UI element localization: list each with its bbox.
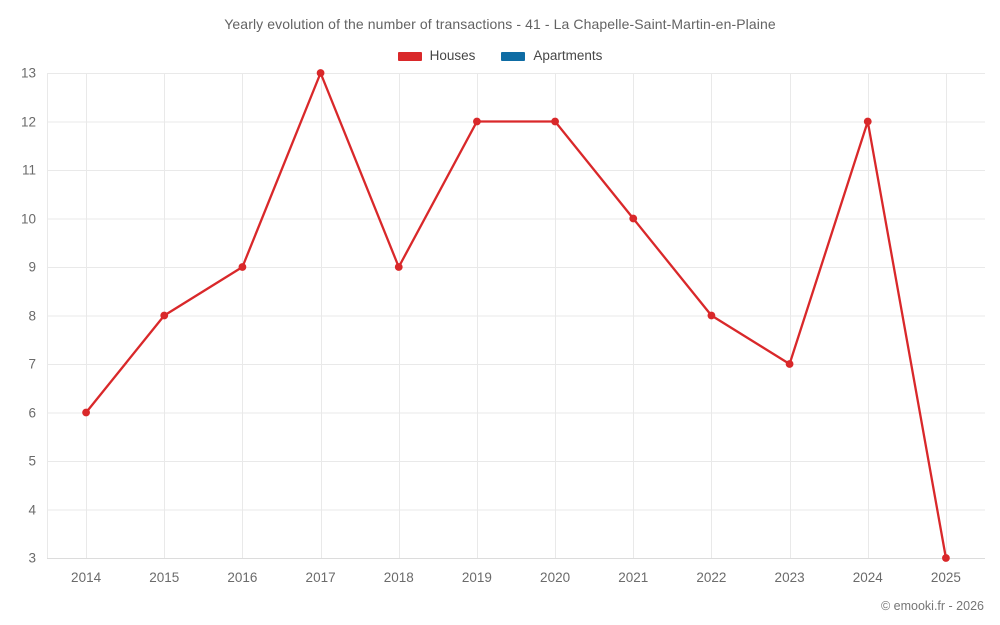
legend-item-apartments[interactable]: Apartments <box>501 49 602 63</box>
y-axis-tick-label: 11 <box>21 162 36 178</box>
x-axis-tick-label: 2025 <box>930 570 961 585</box>
chart-footer-credit: © emooki.fr - 2026 <box>880 599 984 613</box>
y-axis-tick-label: 10 <box>20 211 36 226</box>
y-axis-tick-label: 12 <box>20 114 36 129</box>
y-axis-tick-label: 7 <box>28 356 36 372</box>
x-axis-tick-label: 2020 <box>540 570 571 585</box>
series-lines <box>84 71 948 560</box>
legend-swatch-icon-apartments <box>501 51 526 61</box>
x-axis-tick-label: 2016 <box>227 570 258 585</box>
y-axis-tick-label: 5 <box>28 453 36 469</box>
y-axis-tick-label: 13 <box>20 65 36 81</box>
x-axis-tick-label: 2015 <box>149 570 180 585</box>
legend-label-houses: Houses <box>429 48 476 64</box>
y-axis-tick-label: 4 <box>28 502 36 517</box>
y-axis-tick-label: 9 <box>28 259 36 275</box>
x-axis-tick-label: 2017 <box>305 570 336 585</box>
legend-item-houses[interactable]: Houses <box>397 48 476 64</box>
chart-title: Yearly evolution of the number of transa… <box>224 16 776 32</box>
legend-label-apartments: Apartments <box>533 48 603 64</box>
y-axis-tick-label: 6 <box>28 405 36 420</box>
legend-swatch-icon-houses <box>397 51 422 61</box>
y-axis-tick-label: 8 <box>28 308 36 323</box>
x-axis-tick-label: 2024 <box>852 570 883 585</box>
y-axis-tick-label: 3 <box>28 550 36 566</box>
x-axis-tick-label: 2022 <box>696 570 727 585</box>
x-axis-tick-label: 2021 <box>618 570 649 585</box>
grid-lines <box>47 73 985 559</box>
x-axis-tick-label: 2019 <box>461 570 492 585</box>
chart-legend: Houses Apartments <box>0 46 1000 66</box>
x-axis-tick-label: 2014 <box>71 570 102 585</box>
series-markers <box>82 69 950 562</box>
x-axis-tick-label: 2018 <box>383 570 414 585</box>
x-axis-tick-label: 2023 <box>774 570 805 585</box>
